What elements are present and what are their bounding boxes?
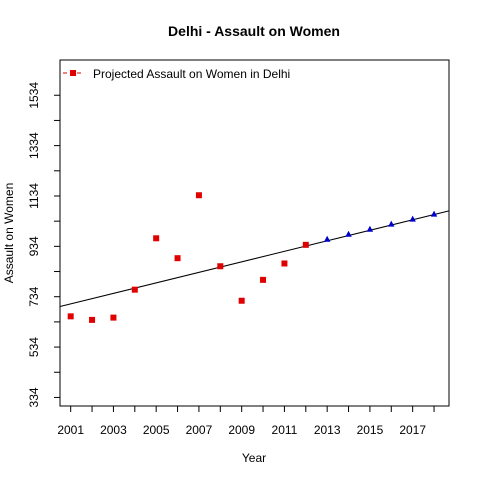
x-axis: 2001 2003 2005 2007 2009 2011 2013 2015 2017 [57,406,435,437]
x-tick-label: 2013 [314,423,341,437]
projected-point [345,230,352,237]
y-tick-label: 1134 [27,183,41,209]
x-tick-label: 2005 [143,423,170,437]
y-tick-label: 1534 [27,82,41,109]
observed-point [67,313,74,320]
x-tick-label: 2017 [399,423,426,437]
observed-point [238,297,245,304]
projected-point [323,235,331,242]
observed-point [302,241,309,248]
x-tick-label: 2011 [272,423,298,437]
y-tick-label: 534 [27,337,41,357]
observed-point [174,255,181,262]
observed-point [153,235,160,242]
trend-line [59,210,450,308]
x-axis-label: Year [242,451,266,465]
observed-point [281,260,288,267]
trend-layer [59,210,450,308]
chart-title: Delhi - Assault on Women [168,23,340,39]
observed-point [217,263,224,270]
x-tick-label: 2009 [228,423,255,437]
projected-point [409,215,416,222]
observed-point [110,314,117,321]
y-tick-label: 734 [27,286,41,306]
y-axis-label: Assault on Women [2,183,16,284]
projected-point [388,220,395,227]
x-tick-label: 2015 [357,423,384,437]
x-tick-label: 2007 [186,423,213,437]
projected-point [366,225,374,232]
x-tick-label: 2003 [100,423,127,437]
x-tick-label: 2001 [57,423,84,437]
points-layer [67,192,438,323]
projected-point [430,210,438,217]
y-tick-label: 1334 [27,132,41,159]
observed-point [260,276,267,283]
observed-point [195,192,202,199]
y-axis: 334 534 734 934 1134 1334 1534 [27,82,60,407]
legend-marker [70,70,76,76]
observed-point [89,316,96,323]
y-tick-label: 934 [27,236,41,256]
legend: Projected Assault on Women in Delhi [63,67,290,81]
plot-frame [59,59,450,407]
y-tick-label: 334 [27,387,41,407]
observed-point [131,286,138,293]
legend-label: Projected Assault on Women in Delhi [93,67,290,81]
